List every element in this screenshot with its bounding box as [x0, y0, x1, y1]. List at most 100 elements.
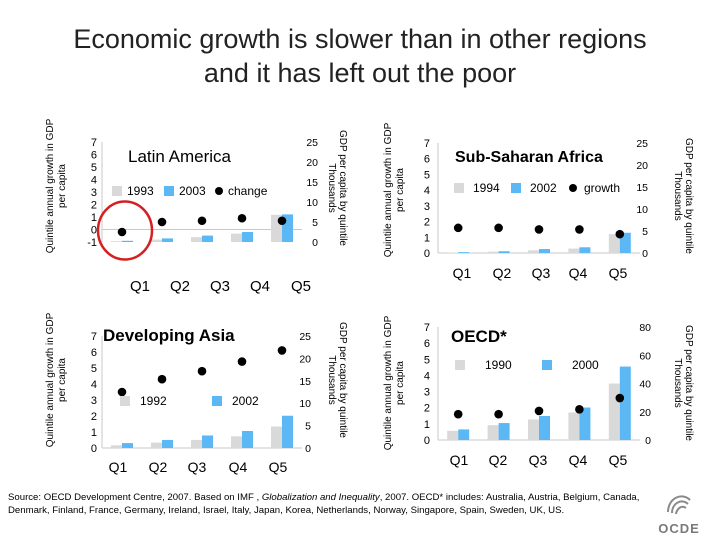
chart3-growth-marker-Q4 [237, 357, 247, 366]
chart2-category-label: Q5 [609, 265, 628, 281]
chart3-left-tick-label: 1 [91, 427, 97, 439]
chart2-bar-1994-Q5 [608, 234, 620, 253]
chart1-right-axis-title: GDP per capita by quintileThousands [326, 130, 348, 246]
chart4-category-label: Q2 [489, 452, 508, 468]
chart2-category-label: Q3 [532, 265, 551, 281]
chart4-left-tick-label: 0 [424, 435, 430, 447]
chart4-left-tick-label: 6 [424, 338, 430, 350]
chart1-growth-marker-Q5 [277, 216, 287, 226]
chart1-bar-2003-Q1 [122, 240, 133, 242]
chart4-left-tick-label: 2 [424, 403, 430, 415]
chart1-bar-2003-Q5 [282, 214, 293, 242]
chart3-left-tick-label: 3 [91, 395, 97, 407]
chart1-left-tick-label: -1 [87, 237, 97, 249]
chart4-right-axis-title-line: Thousands [672, 358, 683, 407]
chart1-bar-1993-Q3 [191, 237, 202, 242]
chart1-left-axis-title-line: Quintile annual growth in GDP [45, 118, 56, 253]
chart1-bar-1993-Q2 [151, 239, 162, 242]
chart3-bar-1992-Q1 [111, 445, 122, 448]
chart4-bar-1990-Q3 [528, 419, 539, 440]
chart2-category-label: Q4 [569, 265, 588, 281]
chart2-bar-1994-Q4 [568, 248, 580, 253]
chart3-left-tick-label: 2 [91, 411, 97, 423]
source-italic: Globalization and Inequality [261, 492, 380, 503]
chart4-left-tick-label: 3 [424, 387, 430, 399]
chart1-right-tick-label: 5 [312, 217, 318, 229]
chart3-category-label: Q2 [149, 459, 168, 475]
source-prefix: Source: OECD Development Centre, 2007. B… [8, 492, 262, 503]
oecd-logo-text: OCDE [658, 521, 700, 536]
chart1-right-tick-label: 10 [306, 197, 318, 209]
chart1-bar-1993-Q5 [271, 214, 282, 242]
chart1-legend-growth-marker [215, 187, 223, 195]
chart1-left-axis-title-line: per capita [57, 164, 68, 208]
chart3-growth-marker-Q2 [157, 374, 167, 384]
chart1-legend-swatch-1993 [112, 186, 122, 196]
chart4-growth-marker-Q3 [534, 406, 544, 416]
chart2-right-axis-title-line: Thousands [672, 171, 683, 220]
chart2-growth-marker-Q2 [494, 223, 503, 233]
chart1-left-tick-label: 7 [91, 137, 97, 149]
chart1-category-label: Q3 [210, 278, 230, 295]
chart1-left-axis-title: Quintile annual growth in GDPper capita [45, 118, 68, 253]
chart1-bar-1993-Q1 [111, 241, 122, 242]
chart4-right-axis-title-line: GDP per capita by quintile [683, 325, 694, 441]
chart3-right-axis-title-line: GDP per capita by quintile [337, 322, 348, 438]
chart1-growth-marker-Q2 [157, 217, 167, 227]
chart1-highlight-circle [96, 200, 154, 261]
chart3-left-axis-title-line: per capita [57, 358, 68, 402]
chart3-category-label: Q3 [188, 459, 207, 475]
chart4-legend-swatch-1990 [455, 360, 465, 370]
chart1-left-tick-label: 0 [91, 225, 97, 237]
chart2-title: Sub-Saharan Africa [455, 149, 603, 166]
chart1-left-tick-label: 4 [91, 175, 97, 187]
chart3-left-tick-label: 5 [91, 363, 97, 375]
chart3-left-tick-label: 0 [91, 443, 97, 455]
chart4-left-tick-label: 7 [424, 322, 430, 334]
chart2-bar-2002-Q3 [539, 249, 550, 253]
chart2-left-axis-title-line: Quintile annual growth in GDP [383, 122, 394, 257]
chart3-legend-swatch-1992 [120, 396, 130, 406]
chart1-legend-label: 1993 [127, 184, 154, 198]
chart1-category-label: Q1 [130, 278, 150, 295]
chart1-legend-label: change [228, 184, 268, 198]
chart4-category-label: Q3 [529, 452, 548, 468]
chart4-legend-label: 2000 [572, 358, 599, 372]
chart2-legend-label: 2002 [530, 181, 557, 195]
chart3-left-axis-title: Quintile annual growth in GDPper capita [45, 312, 68, 447]
chart4-left-tick-label: 5 [424, 354, 430, 366]
chart1-legend-swatch-2003 [164, 186, 174, 196]
source-note: Source: OECD Development Centre, 2007. B… [8, 492, 648, 517]
chart1-right-tick-label: 20 [306, 157, 318, 169]
chart2-right-tick-label: 15 [636, 182, 648, 194]
chart1-category-label: Q2 [170, 278, 190, 295]
chart1-category-label: Q5 [291, 278, 311, 295]
chart1-left-tick-label: 1 [91, 212, 97, 224]
chart4-bar-2000-Q2 [498, 423, 510, 440]
chart2-left-tick-label: 0 [424, 248, 430, 260]
chart2-category-label: Q1 [453, 265, 472, 281]
chart4-bar-1990-Q2 [487, 425, 499, 440]
chart4-right-tick-label: 20 [639, 407, 651, 419]
chart1-right-axis-title-line: GDP per capita by quintile [337, 130, 348, 246]
chart3-bar-2002-Q3 [202, 435, 213, 448]
chart2-left-tick-label: 2 [424, 217, 430, 229]
oecd-logo: OCDE [658, 495, 700, 536]
chart1-title: Latin America [128, 147, 232, 166]
chart3-right-axis-title-line: Thousands [326, 355, 337, 404]
chart4-growth-marker-Q2 [494, 409, 503, 419]
chart1-bar-2003-Q4 [242, 232, 253, 242]
chart2-right-tick-label: 20 [636, 160, 648, 172]
chart4-category-label: Q1 [450, 452, 469, 468]
chart2-legend-label: growth [584, 181, 620, 195]
chart1-bar-2003-Q3 [202, 235, 213, 242]
chart4-left-axis-title-line: Quintile annual growth in GDP [383, 315, 394, 450]
chart2-bar-2002-Q5 [619, 232, 631, 253]
chart2-left-axis-title: Quintile annual growth in GDPper capita [383, 122, 406, 257]
chart4-title: OECD* [451, 327, 507, 346]
chart3-right-tick-label: 10 [299, 398, 311, 410]
chart1-left-tick-label: 5 [91, 162, 97, 174]
chart1-left-tick-label: 3 [91, 187, 97, 199]
chart2-bar-2002-Q1 [458, 252, 470, 253]
